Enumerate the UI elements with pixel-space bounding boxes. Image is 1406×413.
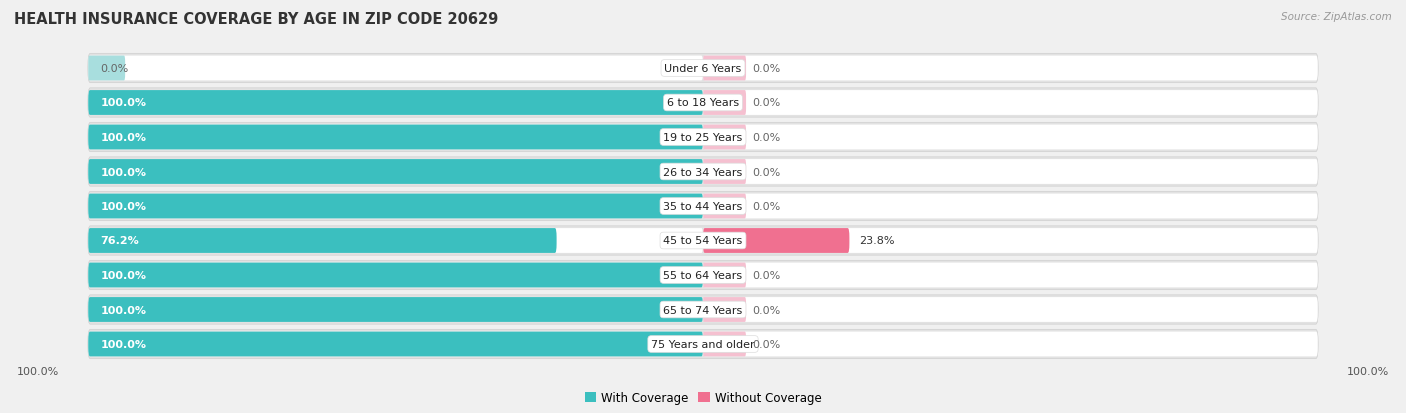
FancyBboxPatch shape (703, 57, 1317, 81)
FancyBboxPatch shape (87, 123, 1319, 152)
FancyBboxPatch shape (87, 330, 1319, 359)
Text: 0.0%: 0.0% (752, 64, 780, 74)
FancyBboxPatch shape (89, 263, 703, 288)
FancyBboxPatch shape (89, 91, 703, 116)
FancyBboxPatch shape (87, 295, 1319, 324)
FancyBboxPatch shape (87, 54, 1319, 83)
Text: 100.0%: 100.0% (101, 98, 146, 108)
FancyBboxPatch shape (89, 297, 703, 322)
FancyBboxPatch shape (703, 194, 747, 219)
FancyBboxPatch shape (89, 57, 125, 81)
FancyBboxPatch shape (89, 160, 703, 185)
FancyBboxPatch shape (89, 57, 703, 81)
Text: 35 to 44 Years: 35 to 44 Years (664, 202, 742, 211)
FancyBboxPatch shape (703, 160, 747, 185)
Text: 6 to 18 Years: 6 to 18 Years (666, 98, 740, 108)
Text: Source: ZipAtlas.com: Source: ZipAtlas.com (1281, 12, 1392, 22)
Text: 0.0%: 0.0% (752, 339, 780, 349)
FancyBboxPatch shape (703, 91, 747, 116)
FancyBboxPatch shape (703, 125, 747, 150)
FancyBboxPatch shape (703, 125, 1317, 150)
Text: 0.0%: 0.0% (752, 305, 780, 315)
Text: Under 6 Years: Under 6 Years (665, 64, 741, 74)
FancyBboxPatch shape (703, 332, 747, 356)
Legend: With Coverage, Without Coverage: With Coverage, Without Coverage (579, 387, 827, 409)
FancyBboxPatch shape (89, 228, 557, 253)
Text: 100.0%: 100.0% (101, 271, 146, 280)
FancyBboxPatch shape (87, 89, 1319, 118)
Text: 100.0%: 100.0% (101, 167, 146, 177)
Text: 100.0%: 100.0% (101, 202, 146, 211)
FancyBboxPatch shape (89, 125, 703, 150)
FancyBboxPatch shape (87, 157, 1319, 187)
Text: 100.0%: 100.0% (101, 339, 146, 349)
Text: 0.0%: 0.0% (752, 167, 780, 177)
FancyBboxPatch shape (89, 332, 703, 356)
Text: 75 Years and older: 75 Years and older (651, 339, 755, 349)
FancyBboxPatch shape (703, 263, 1317, 288)
FancyBboxPatch shape (703, 91, 1317, 116)
FancyBboxPatch shape (703, 228, 849, 253)
Text: 0.0%: 0.0% (752, 271, 780, 280)
Text: 76.2%: 76.2% (101, 236, 139, 246)
FancyBboxPatch shape (703, 297, 1317, 322)
Text: 0.0%: 0.0% (101, 64, 129, 74)
FancyBboxPatch shape (703, 228, 1317, 253)
FancyBboxPatch shape (89, 125, 703, 150)
FancyBboxPatch shape (703, 194, 1317, 219)
Text: 0.0%: 0.0% (752, 98, 780, 108)
FancyBboxPatch shape (87, 192, 1319, 221)
FancyBboxPatch shape (89, 194, 703, 219)
FancyBboxPatch shape (703, 160, 1317, 185)
Text: 65 to 74 Years: 65 to 74 Years (664, 305, 742, 315)
Text: 19 to 25 Years: 19 to 25 Years (664, 133, 742, 142)
FancyBboxPatch shape (703, 263, 747, 288)
FancyBboxPatch shape (89, 91, 703, 116)
Text: 45 to 54 Years: 45 to 54 Years (664, 236, 742, 246)
FancyBboxPatch shape (89, 228, 703, 253)
FancyBboxPatch shape (703, 297, 747, 322)
FancyBboxPatch shape (89, 263, 703, 288)
FancyBboxPatch shape (89, 194, 703, 219)
FancyBboxPatch shape (87, 226, 1319, 256)
Text: 0.0%: 0.0% (752, 133, 780, 142)
Text: 0.0%: 0.0% (752, 202, 780, 211)
FancyBboxPatch shape (703, 57, 747, 81)
Text: 100.0%: 100.0% (101, 133, 146, 142)
Text: 100.0%: 100.0% (17, 366, 59, 376)
FancyBboxPatch shape (89, 160, 703, 185)
FancyBboxPatch shape (703, 332, 1317, 356)
Text: HEALTH INSURANCE COVERAGE BY AGE IN ZIP CODE 20629: HEALTH INSURANCE COVERAGE BY AGE IN ZIP … (14, 12, 498, 27)
FancyBboxPatch shape (87, 261, 1319, 290)
Text: 26 to 34 Years: 26 to 34 Years (664, 167, 742, 177)
Text: 100.0%: 100.0% (1347, 366, 1389, 376)
Text: 23.8%: 23.8% (859, 236, 894, 246)
Text: 100.0%: 100.0% (101, 305, 146, 315)
Text: 55 to 64 Years: 55 to 64 Years (664, 271, 742, 280)
FancyBboxPatch shape (89, 297, 703, 322)
FancyBboxPatch shape (89, 332, 703, 356)
